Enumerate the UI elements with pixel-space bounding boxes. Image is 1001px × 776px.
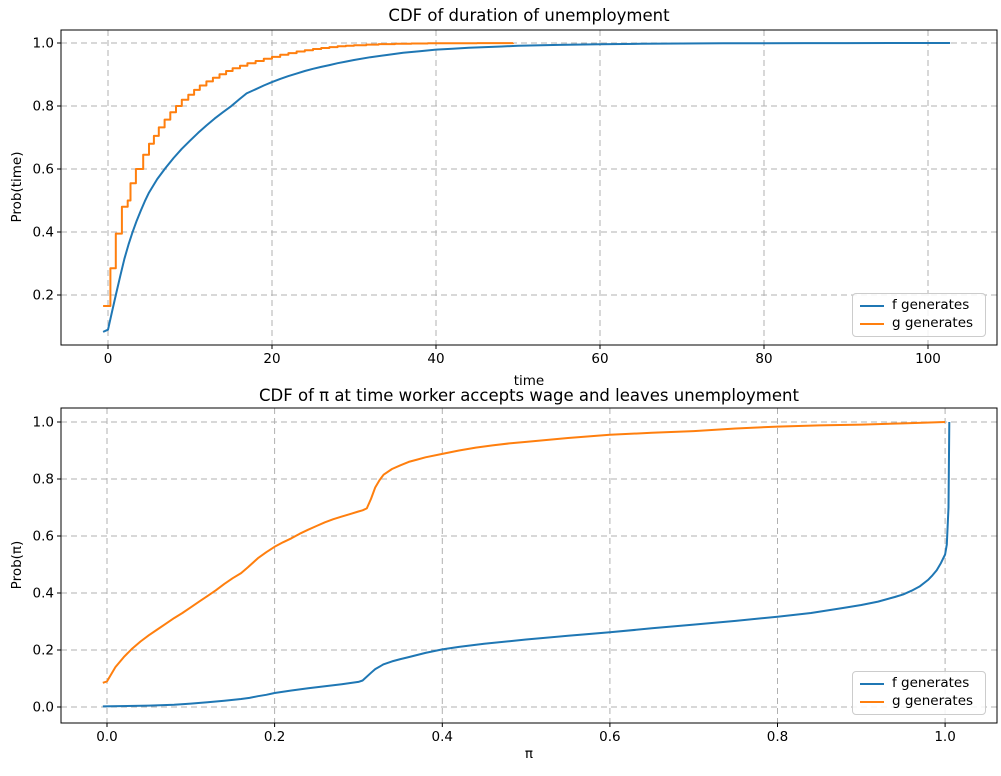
legend-entry-g: g generates [860, 315, 977, 333]
y-tick-label: 0.0 [33, 700, 54, 716]
legend-label-f: f generates [892, 675, 970, 692]
top-chart-legend: f generates g generates [852, 293, 986, 337]
x-tick-label: 20 [263, 351, 280, 367]
axes-spine [60, 407, 998, 724]
y-tick-label: 0.8 [33, 99, 54, 115]
x-tick-label: 40 [427, 351, 444, 367]
y-tick-label: 0.2 [33, 288, 54, 304]
legend-line-f-icon [860, 682, 884, 686]
top-chart-title: CDF of duration of unemployment [388, 6, 670, 25]
bottom-chart-title: CDF of π at time worker accepts wage and… [259, 386, 799, 405]
legend-label-f: f generates [892, 297, 970, 314]
x-tick-label: 0.2 [264, 729, 285, 745]
x-tick-label: 80 [755, 351, 772, 367]
bottom-chart-xlabel: π [524, 746, 534, 762]
x-tick-label: 0.4 [432, 729, 453, 745]
x-tick-label: 100 [915, 351, 941, 367]
y-tick-label: 0.2 [33, 643, 54, 659]
top-chart-ylabel: Prob(time) [9, 151, 25, 223]
y-tick-label: 1.0 [33, 36, 54, 52]
y-tick-label: 1.0 [33, 415, 54, 431]
y-tick-label: 0.8 [33, 472, 54, 488]
x-tick-label: 0.6 [599, 729, 620, 745]
legend-entry-f: f generates [860, 675, 977, 693]
legend-line-f-icon [860, 304, 884, 308]
x-tick-label: 0.8 [767, 729, 788, 745]
y-tick-label: 0.6 [33, 529, 54, 545]
axes-spine [60, 29, 998, 346]
series-g-generates [103, 42, 515, 307]
bottom-chart-axes: 0.0 0.2 0.4 0.6 0.8 1.0 0.0 0.2 0.4 0.6 0.8 1.0 [33, 407, 998, 745]
y-tick-label: 0.4 [33, 225, 54, 241]
legend-label-g: g generates [892, 693, 974, 710]
series-g-generates [102, 421, 946, 684]
x-tick-label: 0.0 [96, 729, 117, 745]
legend-line-g-icon [860, 700, 884, 704]
y-tick-label: 0.6 [33, 162, 54, 178]
legend-label-g: g generates [892, 315, 974, 332]
legend-entry-f: f generates [860, 297, 977, 315]
x-tick-label: 60 [591, 351, 608, 367]
x-tick-label: 0 [104, 351, 113, 367]
bottom-chart-legend: f generates g generates [852, 671, 986, 715]
series-f-generates [102, 42, 951, 333]
legend-entry-g: g generates [860, 693, 977, 711]
x-tick-label: 1.0 [934, 729, 955, 745]
series-f-generates [102, 421, 951, 708]
y-tick-label: 0.4 [33, 586, 54, 602]
bottom-chart-ylabel: Prob(π) [9, 540, 25, 590]
top-chart-axes: 0 20 40 60 80 100 0.2 0.4 0.6 0.8 1.0 [33, 29, 998, 367]
legend-line-g-icon [860, 322, 884, 326]
top-chart-xlabel: time [513, 373, 545, 389]
